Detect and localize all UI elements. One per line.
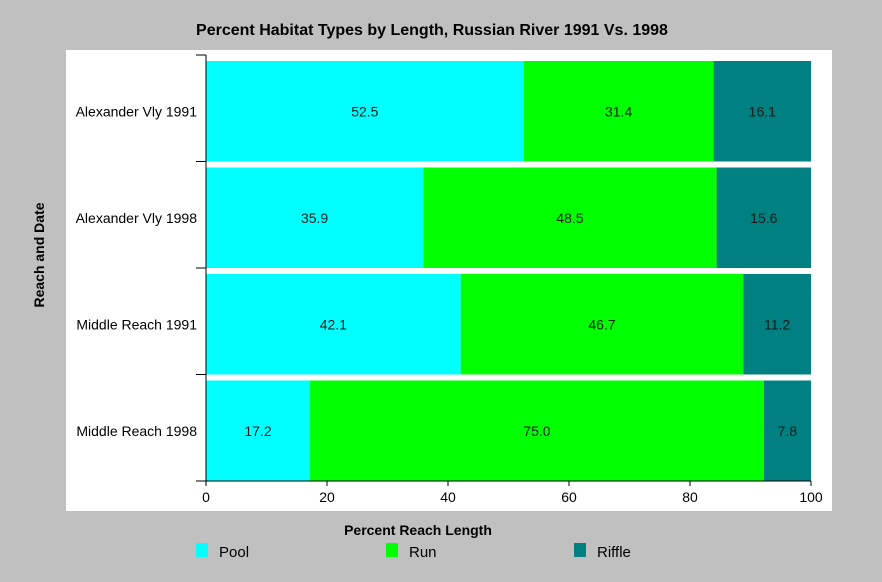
bar-riffle-3 [763,380,811,481]
data-label-riffle-3: 7.8 [778,423,798,439]
x-tick-label-3: 60 [561,489,577,505]
bar-pool-3 [206,380,311,481]
bar-pool-2 [206,274,461,375]
data-label-riffle-0: 16.1 [749,103,776,119]
bar-run-1 [423,167,717,268]
x-tick-label-2: 40 [440,489,456,505]
bar-riffle-0 [713,61,811,162]
data-label-pool-3: 17.2 [244,423,271,439]
data-label-pool-1: 35.9 [301,210,328,226]
bar-riffle-1 [716,167,811,268]
chart-title: Percent Habitat Types by Length, Russian… [196,22,668,39]
y-axis-label: Reach and Date [31,202,47,307]
bars-group: 52.5 31.4 16.1 35.9 48.5 15.6 42.1 46.7 11.2 17.2… [206,61,811,481]
bar-run-0 [523,61,714,162]
data-label-run-1: 48.5 [556,210,583,226]
legend-swatch-run [386,543,398,557]
category-label-1: Alexander Vly 1998 [76,210,198,226]
x-tick-label-1: 20 [319,489,335,505]
axes-group: Alexander Vly 1991 Alexander Vly 1998 Midd… [76,54,823,505]
legend-label-riffle: Riffle [597,544,631,561]
bar-run-3 [310,380,764,481]
data-label-pool-2: 42.1 [320,316,347,332]
data-label-pool-0: 52.5 [351,103,378,119]
bar-pool-0 [206,61,524,162]
data-label-riffle-2: 11.2 [764,316,790,332]
category-label-2: Middle Reach 1991 [76,316,197,332]
bar-run-2 [460,274,744,375]
legend-label-run: Run [409,544,437,561]
legend-label-pool: Pool [219,544,249,561]
data-label-run-3: 75.0 [523,423,550,439]
x-tick-label-4: 80 [682,489,698,505]
x-tick-label-0: 0 [202,489,210,505]
x-tick-label-5: 100 [799,489,823,505]
legend: Pool Run Riffle [196,543,631,561]
category-label-0: Alexander Vly 1991 [76,103,198,119]
bar-riffle-2 [743,274,811,375]
data-label-run-0: 31.4 [605,103,632,119]
legend-swatch-riffle [574,543,586,557]
bar-pool-1 [206,167,424,268]
legend-swatch-pool [196,543,208,557]
data-label-run-2: 46.7 [588,316,615,332]
data-label-riffle-1: 15.6 [750,210,777,226]
category-label-3: Middle Reach 1998 [76,423,197,439]
x-axis-label: Percent Reach Length [344,522,492,538]
